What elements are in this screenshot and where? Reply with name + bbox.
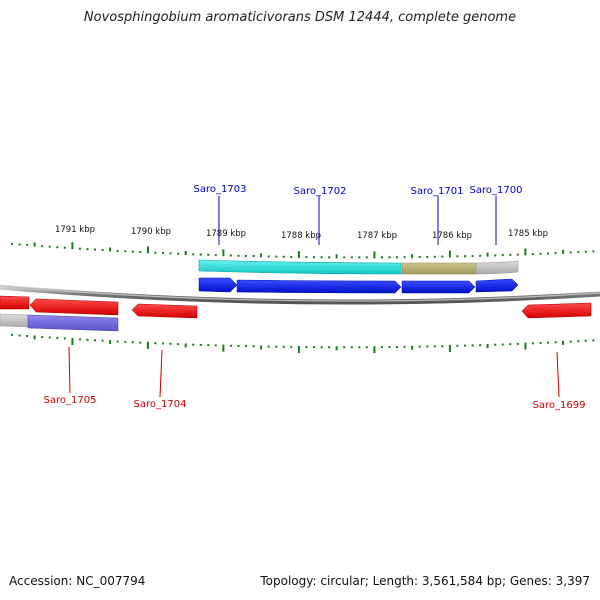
gene-label-saro-1701[interactable]: Saro_1701 xyxy=(411,186,464,197)
genome-summary-label: Topology: circular; Length: 3,561,584 bp… xyxy=(260,574,590,588)
scale-label: 1790 kbp xyxy=(131,227,171,237)
cds-arrow-saro-1702[interactable] xyxy=(236,279,402,294)
forward-feature-track xyxy=(198,259,519,275)
scale-label: 1785 kbp xyxy=(508,229,548,239)
cds-arrow-saro-1703[interactable] xyxy=(198,277,238,293)
cds-arrow-saro-1700[interactable] xyxy=(475,278,519,293)
reverse-feature-track xyxy=(0,313,119,332)
leader-line-saro-1699 xyxy=(556,351,560,398)
cds-arrow-saro-1705[interactable] xyxy=(29,298,119,316)
feature-band-gray[interactable] xyxy=(475,260,519,275)
gene-labels-reverse: Saro_1705 Saro_1704 Saro_1699 xyxy=(44,395,586,411)
cds-arrow-saro-1701[interactable] xyxy=(401,280,476,294)
gene-label-saro-1703[interactable]: Saro_1703 xyxy=(194,184,247,195)
scale-label: 1787 kbp xyxy=(357,231,397,241)
gene-label-saro-1702[interactable]: Saro_1702 xyxy=(294,186,347,197)
inner-scale-ticks xyxy=(11,333,595,354)
feature-band-gray-reverse[interactable] xyxy=(0,313,29,328)
feature-band-olive[interactable] xyxy=(401,262,477,275)
forward-cds-track xyxy=(198,277,519,294)
gene-labels-forward: Saro_1703 Saro_1702 Saro_1701 Saro_1700 xyxy=(194,184,523,197)
leader-line-saro-1705 xyxy=(68,346,71,394)
reverse-cds-track xyxy=(0,295,592,319)
scale-label: 1789 kbp xyxy=(206,229,246,239)
cds-arrow-left-edge[interactable] xyxy=(0,295,30,310)
gene-label-saro-1700[interactable]: Saro_1700 xyxy=(470,185,523,196)
scale-label: 1786 kbp xyxy=(432,231,472,241)
gene-label-saro-1699[interactable]: Saro_1699 xyxy=(533,400,586,411)
scale-label: 1788 kbp xyxy=(281,231,321,241)
scale-label: 1791 kbp xyxy=(55,225,95,235)
gene-label-saro-1704[interactable]: Saro_1704 xyxy=(134,399,187,410)
cds-arrow-saro-1704[interactable] xyxy=(131,303,198,319)
cds-arrow-saro-1699[interactable] xyxy=(521,302,592,319)
feature-band-purple[interactable] xyxy=(27,314,119,332)
genome-backbone-highlight xyxy=(0,285,600,302)
genome-title: Novosphingobium aromaticivorans DSM 1244… xyxy=(83,10,517,25)
label-leaders xyxy=(68,196,560,398)
scale-labels: 1791 kbp 1790 kbp 1789 kbp 1788 kbp 1787… xyxy=(55,225,548,241)
accession-label: Accession: NC_007794 xyxy=(9,574,146,588)
genome-backbone xyxy=(0,284,600,305)
gene-label-saro-1705[interactable]: Saro_1705 xyxy=(44,395,97,406)
leader-line-saro-1704 xyxy=(159,349,163,398)
outer-scale-ticks xyxy=(11,242,595,259)
feature-band-cyan[interactable] xyxy=(198,259,402,275)
